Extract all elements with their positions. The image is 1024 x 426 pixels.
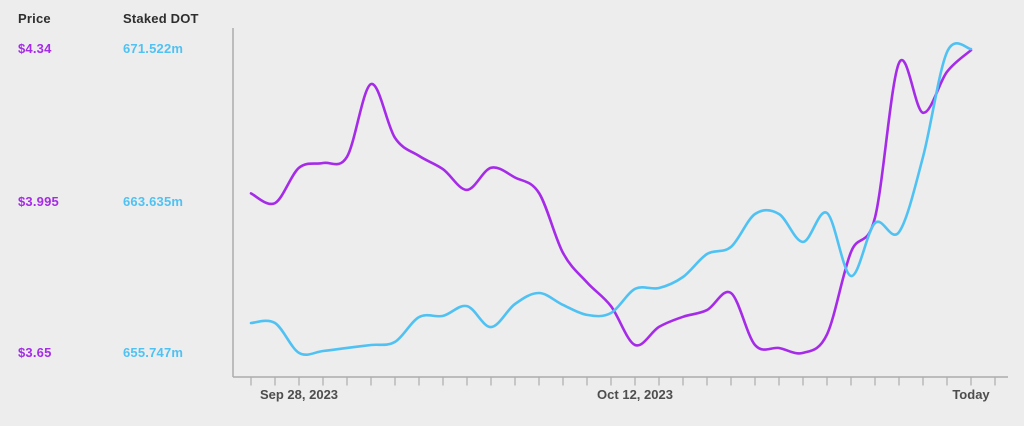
staked-axis-min-label: 655.747m bbox=[123, 345, 184, 360]
price-axis-min-label: $3.65 bbox=[18, 345, 52, 360]
staked-axis-max-label: 671.522m bbox=[123, 41, 184, 56]
price-column-header: Price bbox=[18, 11, 51, 26]
price-axis-mid-label: $3.995 bbox=[18, 194, 59, 209]
x-axis-label-today: Today bbox=[952, 387, 990, 402]
price-axis-max-label: $4.34 bbox=[18, 41, 52, 56]
staked-dot-line-series bbox=[249, 42, 973, 356]
staked-dot-column-header: Staked DOT bbox=[123, 11, 199, 26]
price-line-series bbox=[249, 48, 973, 355]
staked-axis-mid-label: 663.635m bbox=[123, 194, 184, 209]
x-axis-label-sep-28: Sep 28, 2023 bbox=[259, 387, 339, 402]
x-axis-label-oct-12: Oct 12, 2023 bbox=[597, 387, 673, 402]
